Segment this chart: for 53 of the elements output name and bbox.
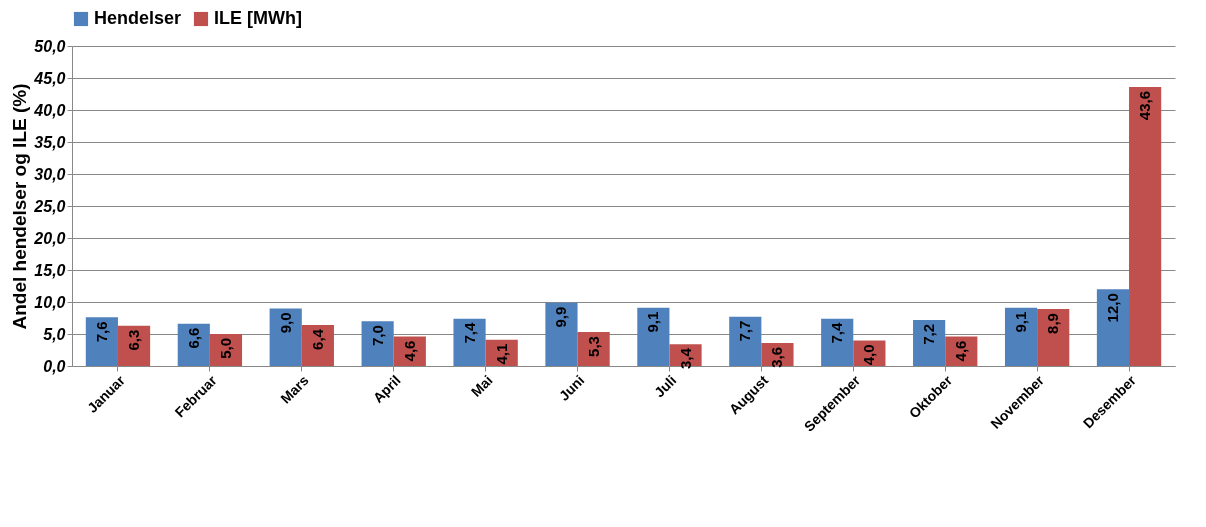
data-label: 9,0 <box>276 312 294 334</box>
bar <box>453 318 486 366</box>
y-tick-label: 40,0 <box>33 101 66 119</box>
bar <box>1004 307 1038 366</box>
data-label: 7,0 <box>368 325 386 347</box>
bar <box>1037 309 1070 366</box>
bar <box>1096 289 1130 366</box>
data-label: 4,6 <box>400 340 418 362</box>
data-label: 6,4 <box>308 328 326 350</box>
bar <box>1129 86 1162 366</box>
data-label: 9,1 <box>1012 311 1030 333</box>
legend-label: Hendelser <box>94 8 182 28</box>
data-label: 5,3 <box>584 336 602 357</box>
data-label: 7,7 <box>736 320 754 342</box>
y-tick-label: 0,0 <box>43 357 66 375</box>
bar <box>361 321 394 366</box>
data-label: 7,4 <box>460 321 478 344</box>
bar <box>821 318 854 366</box>
data-label: 6,6 <box>184 327 202 349</box>
y-tick-label: 5,0 <box>43 325 66 343</box>
y-tick-label: 20,0 <box>33 229 66 247</box>
data-label: 4,1 <box>492 343 510 365</box>
data-label: 7,2 <box>920 323 938 345</box>
y-tick-label: 50,0 <box>34 37 66 55</box>
bar <box>729 316 762 366</box>
bar <box>913 319 946 366</box>
y-tick-label: 10,0 <box>34 293 66 311</box>
data-label: 9,1 <box>644 311 662 333</box>
data-label: 7,4 <box>828 321 846 344</box>
y-tick-label: 30,0 <box>34 165 66 183</box>
y-tick-label: 25,0 <box>33 197 66 215</box>
data-label: 3,4 <box>676 347 694 370</box>
legend-label: ILE [MWh] <box>214 8 302 28</box>
y-tick-label: 35,0 <box>34 133 66 151</box>
bar <box>269 308 302 366</box>
data-label: 9,9 <box>552 306 570 328</box>
y-tick-label: 45,0 <box>33 69 66 87</box>
data-label: 5,0 <box>216 338 234 359</box>
bar <box>637 307 670 366</box>
x-tick-label: Juli <box>650 372 680 401</box>
y-axis-title: Andel hendelser og ILE (%) <box>9 83 31 330</box>
data-label: 43,6 <box>1136 90 1154 121</box>
data-label: 12,0 <box>1103 293 1121 323</box>
data-label: 7,6 <box>92 321 110 343</box>
bar <box>85 317 118 366</box>
data-label: 6,3 <box>125 329 143 351</box>
data-label: 4,6 <box>952 340 970 362</box>
data-label: 3,6 <box>768 346 786 368</box>
data-label: 8,9 <box>1044 313 1062 334</box>
data-label: 4,0 <box>860 344 878 366</box>
y-tick-label: 15,0 <box>34 261 66 279</box>
bar <box>545 302 578 366</box>
x-tick-label: Mai <box>467 372 496 400</box>
